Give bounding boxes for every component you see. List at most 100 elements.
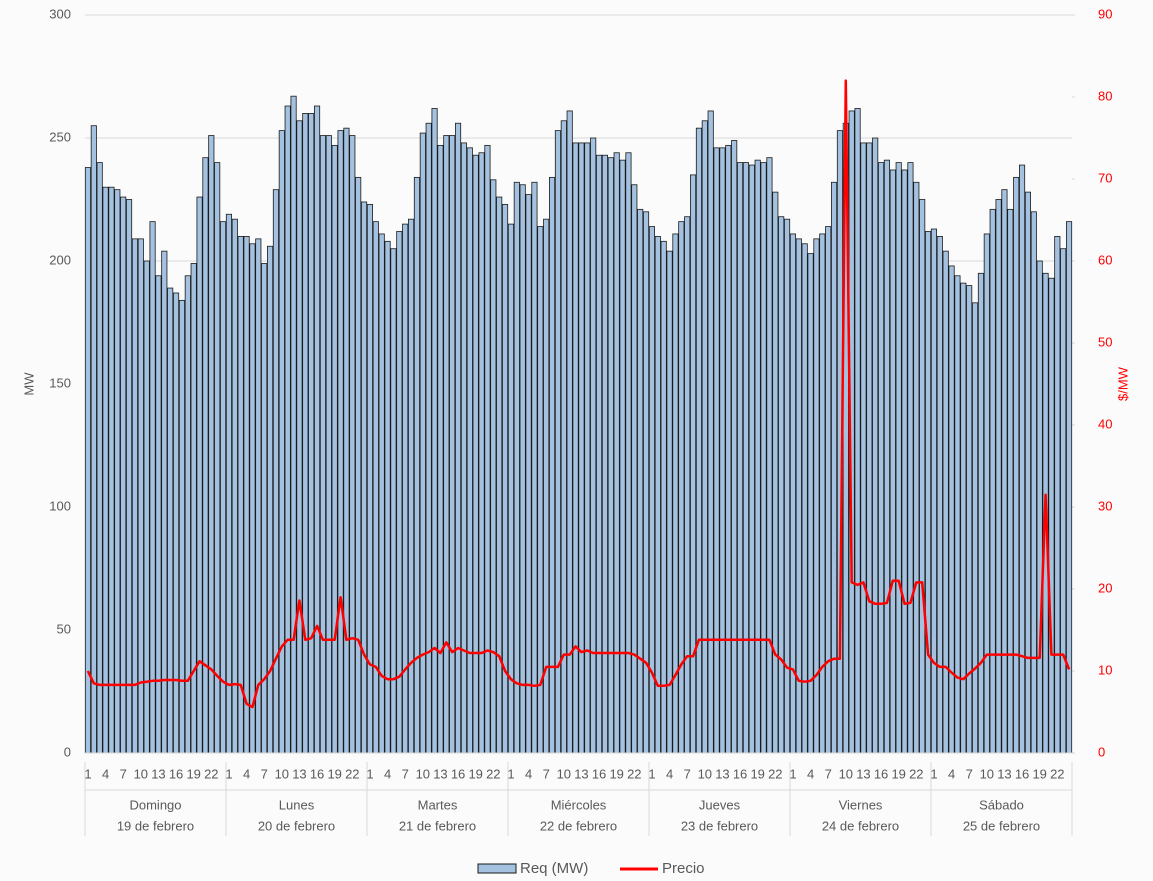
x-tick-label: 4 <box>102 766 109 781</box>
x-tick-label: 13 <box>715 766 729 781</box>
x-tick-label: 7 <box>120 766 127 781</box>
bar <box>819 233 826 754</box>
group-date: 24 de febrero <box>822 818 899 833</box>
bar <box>361 201 368 754</box>
bar <box>290 95 297 754</box>
y2-tick-label: 40 <box>1098 416 1112 431</box>
bar <box>108 186 115 754</box>
bar <box>90 125 97 754</box>
bar <box>472 154 479 754</box>
x-tick-label: 13 <box>574 766 588 781</box>
bar <box>1024 191 1031 754</box>
bar <box>455 122 462 754</box>
y-tick-label: 200 <box>49 252 71 267</box>
x-tick-label: 7 <box>966 766 973 781</box>
group-date: 21 de febrero <box>399 818 476 833</box>
bar <box>760 162 767 754</box>
bar <box>1013 176 1020 754</box>
group-label: Lunes <box>279 797 315 812</box>
x-tick-label: 10 <box>134 766 148 781</box>
bar <box>173 292 180 754</box>
bar <box>443 135 450 754</box>
bar <box>825 226 832 754</box>
bar <box>208 135 215 754</box>
bar <box>607 157 614 754</box>
bar <box>337 130 344 754</box>
x-tick-label: 7 <box>402 766 409 781</box>
bar <box>889 169 896 754</box>
x-tick-label: 13 <box>292 766 306 781</box>
bar <box>296 120 303 754</box>
group-date: 20 de febrero <box>258 818 335 833</box>
bar <box>331 144 338 754</box>
group-label: Domingo <box>129 797 181 812</box>
bar <box>349 135 356 754</box>
x-tick-label: 16 <box>592 766 606 781</box>
legend-label: Req (MW) <box>520 860 588 877</box>
y-tick-label: 300 <box>49 6 71 21</box>
bar <box>631 184 638 754</box>
bar <box>930 228 937 754</box>
bar <box>725 144 732 754</box>
bar <box>308 113 315 754</box>
bar <box>519 184 526 754</box>
x-tick-label: 16 <box>451 766 465 781</box>
x-tick-label: 4 <box>807 766 814 781</box>
bar <box>801 243 808 754</box>
bar <box>977 272 984 754</box>
bar <box>883 159 890 754</box>
bar <box>237 235 244 754</box>
y2-tick-label: 80 <box>1098 88 1112 103</box>
bar <box>784 218 791 754</box>
x-tick-label: 1 <box>789 766 796 781</box>
bar <box>972 302 979 754</box>
y2-tick-label: 90 <box>1098 6 1112 21</box>
bar <box>596 154 603 754</box>
bar <box>272 189 279 754</box>
bar <box>384 240 391 754</box>
bar <box>754 159 761 754</box>
bar <box>578 142 585 754</box>
y2-tick-label: 10 <box>1098 662 1112 677</box>
bar <box>425 122 432 754</box>
group-date: 19 de febrero <box>117 818 194 833</box>
x-tick-label: 1 <box>507 766 514 781</box>
bar <box>913 181 920 754</box>
bar <box>466 147 473 754</box>
x-tick-label: 10 <box>698 766 712 781</box>
bar <box>460 142 467 754</box>
bar <box>96 162 103 754</box>
bar <box>531 181 538 754</box>
bar <box>619 159 626 754</box>
x-tick-label: 22 <box>768 766 782 781</box>
bar <box>496 196 503 754</box>
bar <box>325 135 332 754</box>
bar <box>137 238 144 754</box>
bar <box>731 140 738 754</box>
x-tick-label: 19 <box>609 766 623 781</box>
bar <box>737 162 744 754</box>
x-tick-label: 7 <box>825 766 832 781</box>
x-tick-label: 7 <box>261 766 268 781</box>
bar <box>643 211 650 754</box>
group-label: Jueves <box>699 797 741 812</box>
bar <box>742 162 749 754</box>
x-tick-label: 16 <box>733 766 747 781</box>
bar <box>372 221 379 754</box>
bar <box>419 132 426 754</box>
y-tick-label: 0 <box>64 744 71 759</box>
x-tick-label: 4 <box>948 766 955 781</box>
bar <box>983 233 990 754</box>
y-tick-label: 50 <box>57 621 71 636</box>
bar <box>901 169 908 754</box>
bar <box>131 238 138 754</box>
group-date: 23 de febrero <box>681 818 758 833</box>
x-tick-label: 1 <box>84 766 91 781</box>
bar <box>601 154 608 754</box>
x-tick-label: 19 <box>327 766 341 781</box>
bar <box>966 285 973 754</box>
bar <box>437 144 444 754</box>
bar <box>772 191 779 754</box>
bar <box>695 127 702 754</box>
